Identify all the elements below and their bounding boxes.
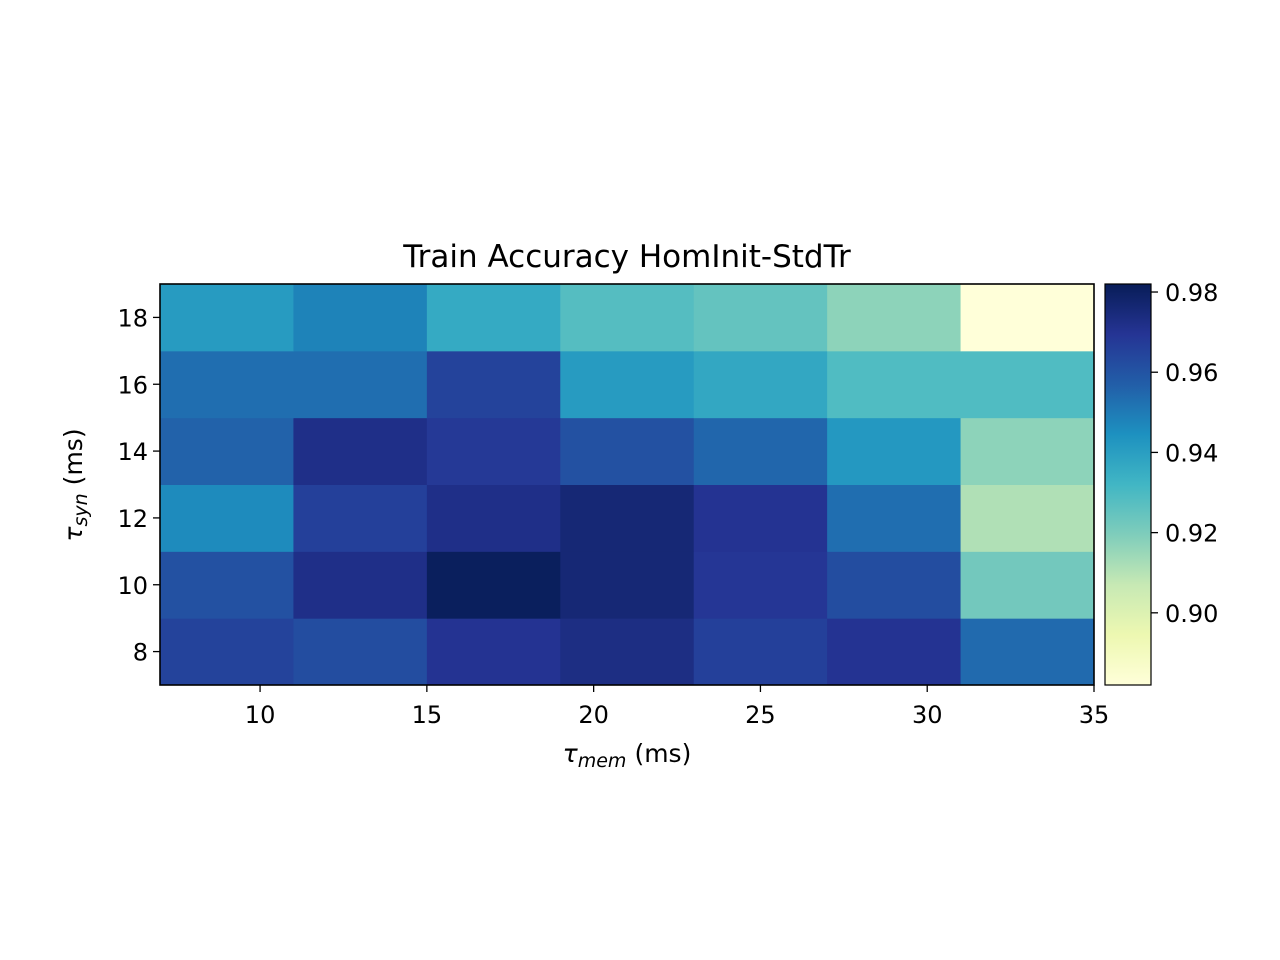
heatmap-cell — [560, 484, 695, 552]
heatmap-cell — [293, 618, 428, 686]
heatmap-cell — [693, 350, 828, 419]
colorbar-tick-label: 0.96 — [1165, 359, 1218, 387]
colorbar — [1104, 283, 1152, 686]
heatmap-cell — [426, 284, 561, 352]
heatmap-cell — [160, 417, 294, 485]
heatmap-cell — [160, 484, 294, 552]
heatmap-cell — [960, 350, 1095, 419]
heatmap-cell — [960, 484, 1095, 552]
plot-frame — [159, 283, 1095, 686]
heatmap-cell — [560, 417, 695, 485]
heatmap-cell — [426, 484, 561, 552]
x-axis-label: τmem (ms) — [563, 739, 692, 772]
heatmap-cell — [693, 284, 828, 352]
heatmap-cell — [560, 350, 695, 419]
heatmap-cell — [160, 350, 294, 419]
heatmap-cell — [693, 484, 828, 552]
heatmap-cell — [426, 350, 561, 419]
heatmap-cell — [960, 618, 1095, 686]
y-tick-label: 14 — [117, 438, 148, 466]
heatmap-cell — [560, 618, 695, 686]
colorbar-tick-label: 0.90 — [1165, 600, 1218, 628]
heatmap-cell — [827, 417, 962, 485]
x-tick-label: 35 — [1079, 701, 1110, 729]
heatmap-cell — [960, 284, 1095, 352]
heatmap-cell — [693, 618, 828, 686]
x-tick-label: 25 — [745, 701, 776, 729]
x-tick-label: 30 — [912, 701, 943, 729]
heatmap-cell — [160, 618, 294, 686]
chart-title: Train Accuracy HomInit-StdTr — [402, 239, 851, 275]
y-tick-label: 12 — [117, 505, 148, 533]
heatmap-cell — [293, 350, 428, 419]
heatmap-cell — [560, 551, 695, 619]
heatmap-cell — [293, 417, 428, 485]
colorbar-tick-label: 0.92 — [1165, 520, 1218, 548]
x-tick-label: 15 — [412, 701, 443, 729]
y-axis-label: τsyn(ms) — [59, 428, 92, 541]
y-tick-label: 16 — [117, 371, 148, 399]
heatmap-cell — [827, 284, 962, 352]
x-tick-label: 20 — [578, 701, 609, 729]
heatmap-cell — [693, 551, 828, 619]
colorbar-ticks: 0.90 0.92 0.94 0.96 0.98 — [1151, 279, 1218, 628]
y-tick-label: 18 — [117, 304, 148, 332]
heatmap-cell — [960, 551, 1095, 619]
colorbar-tick-label: 0.98 — [1165, 279, 1218, 307]
x-tick-label: 10 — [245, 701, 276, 729]
heatmap-cell — [426, 417, 561, 485]
heatmap-cell — [693, 417, 828, 485]
heatmap-cell — [827, 350, 962, 419]
heatmap-cell — [960, 417, 1095, 485]
colorbar-tick-label: 0.94 — [1165, 439, 1218, 467]
heatmap-cell — [426, 618, 561, 686]
heatmap-cell — [827, 618, 962, 686]
heatmap-cell — [160, 284, 294, 352]
y-axis: 8 10 12 14 16 18 — [117, 304, 160, 667]
heatmap-cell — [560, 284, 695, 352]
heatmap-cell — [827, 551, 962, 619]
heatmap-cells — [160, 284, 1095, 686]
y-tick-label: 8 — [133, 639, 148, 667]
heatmap-cell — [293, 551, 428, 619]
x-axis: 10 15 20 25 30 35 — [245, 685, 1109, 729]
heatmap-cell — [160, 551, 294, 619]
heatmap-cell — [293, 284, 428, 352]
heatmap-cell — [293, 484, 428, 552]
y-tick-label: 10 — [117, 572, 148, 600]
heatmap-cell — [426, 551, 561, 619]
heatmap-cell — [827, 484, 962, 552]
